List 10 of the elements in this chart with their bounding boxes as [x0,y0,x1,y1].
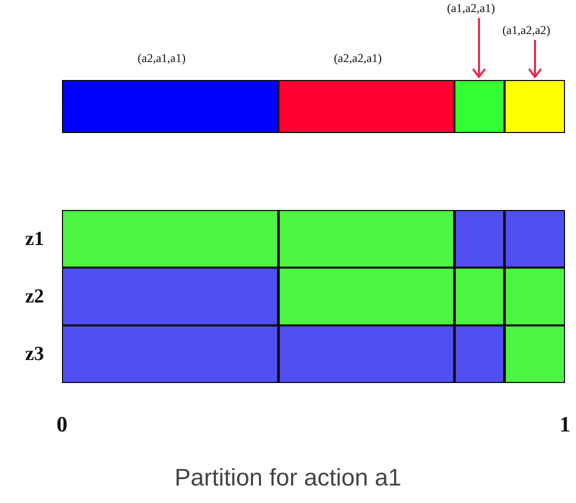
y-tick-label: z3 [25,343,44,366]
y-tick-label: z2 [25,286,44,308]
text: (a1,a2,a1) [446,1,495,15]
text: Partition for action a1 [174,464,402,492]
x-tick-label: 0 [56,412,68,436]
text: (a1,a2,a2) [502,23,550,37]
y-tick-label: z1 [25,228,44,250]
text: (a2,a1,a1) [138,51,186,65]
text: (a2,a2,a1) [334,51,382,65]
x-tick-label: 1 [560,412,570,436]
